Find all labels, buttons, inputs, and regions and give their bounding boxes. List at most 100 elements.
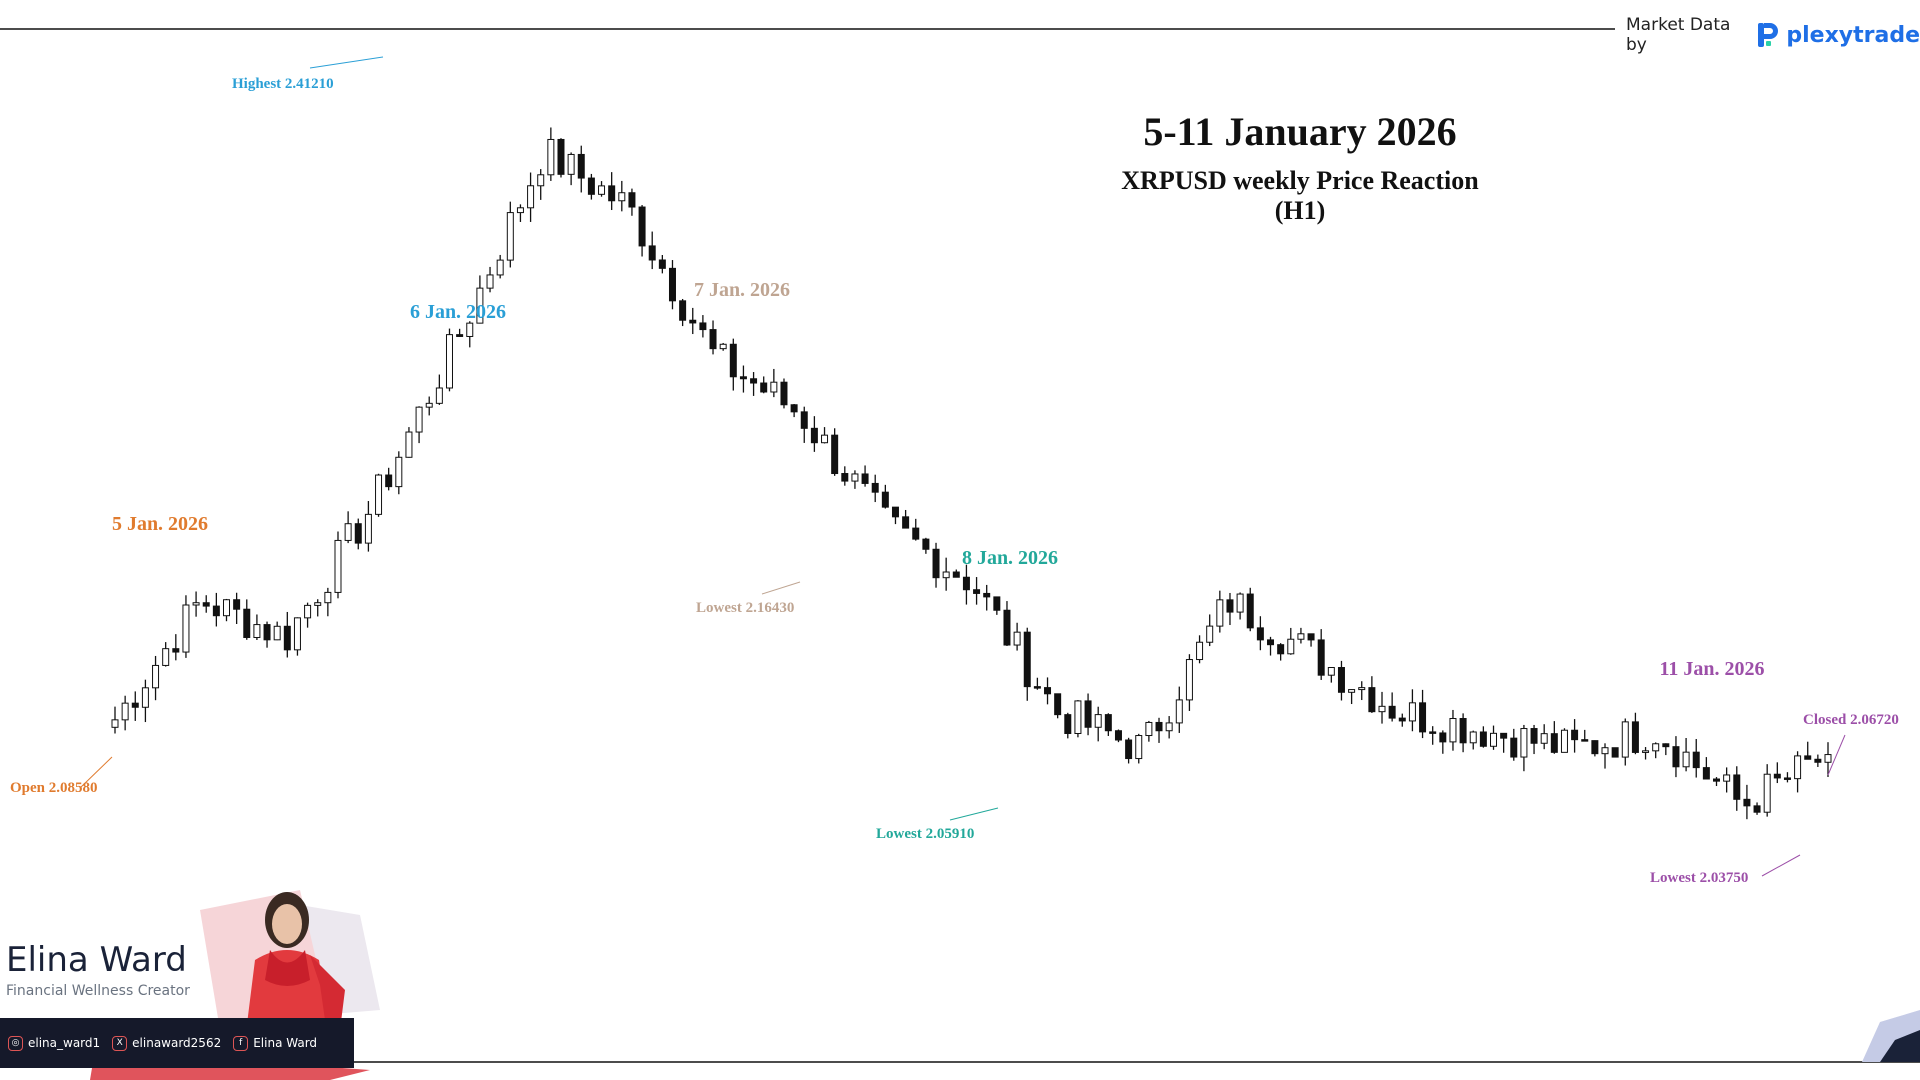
candle-bearish [1439, 732, 1447, 743]
creator-role: Financial Wellness Creator [6, 983, 190, 999]
candle-bullish [496, 259, 504, 276]
candle-bullish [192, 602, 200, 606]
candle-bullish [141, 687, 149, 708]
candle-bearish [1064, 714, 1072, 734]
plexytrade-icon [1758, 23, 1779, 47]
candle-bullish [486, 274, 494, 289]
candle-bearish [1550, 733, 1558, 753]
plexytrade-wordmark: plexytrade [1786, 22, 1920, 48]
candle-bullish [506, 212, 514, 261]
annotation-leader [1761, 854, 1801, 877]
market-data-label: Market Data by [1626, 15, 1731, 55]
candle-bullish [1206, 625, 1214, 643]
candle-bearish [1307, 633, 1315, 641]
candle-bullish [527, 185, 535, 209]
creator-portrait [245, 892, 345, 1040]
candle-bearish [1368, 687, 1376, 713]
candle-bearish [243, 608, 251, 638]
candle-bullish [1175, 699, 1183, 724]
candle-bullish [618, 192, 626, 202]
candle-bearish [1459, 718, 1467, 744]
candle-bullish [537, 174, 545, 187]
candle-bullish [273, 625, 281, 641]
candle-bearish [709, 329, 717, 350]
candle-bullish [1642, 750, 1650, 753]
candle-bearish [760, 382, 768, 393]
creator-card [0, 860, 400, 1080]
candle-bullish [1185, 659, 1193, 701]
candle-bearish [354, 523, 362, 544]
candle-bearish [1692, 751, 1700, 769]
candle-bullish [152, 664, 160, 689]
candle-bearish [172, 648, 180, 653]
candle-bearish [993, 596, 1001, 611]
candle-bearish [202, 602, 210, 607]
candle-bullish [547, 138, 555, 176]
candle-bearish [861, 473, 869, 484]
candle-bullish [851, 473, 859, 482]
market-data-brand: Market Data by plexytrade [1626, 15, 1920, 55]
candle-bullish [1013, 631, 1021, 646]
candle-bearish [790, 404, 798, 413]
candle-bearish [780, 381, 788, 406]
candle-bullish [598, 185, 606, 195]
candle-bullish [1490, 732, 1498, 747]
annotation-leader [761, 581, 801, 595]
candle-bearish [131, 702, 139, 708]
candle-bullish [1560, 729, 1568, 753]
candle-bearish [648, 245, 656, 261]
facebook-link[interactable]: f Elina Ward [233, 1035, 318, 1051]
instagram-handle: elina_ward1 [28, 1036, 101, 1050]
day-label: 7 Jan. 2026 [694, 279, 790, 301]
candle-bullish [162, 648, 170, 666]
candle-bearish [1672, 746, 1680, 768]
candle-bullish [364, 513, 372, 544]
candle-bullish [1408, 702, 1416, 722]
candle-bullish [405, 431, 413, 458]
candle-bearish [932, 548, 940, 579]
candle-bearish [1479, 731, 1487, 747]
annotation-label: Open 2.08580 [10, 780, 98, 796]
candle-bearish [1246, 593, 1254, 629]
candle-bearish [750, 378, 758, 384]
candle-bearish [658, 259, 666, 269]
candle-bearish [1337, 667, 1345, 693]
candle-bullish [375, 474, 383, 515]
candle-bearish [1398, 717, 1406, 722]
facebook-icon: f [233, 1035, 249, 1051]
candle-bullish [1287, 638, 1295, 655]
candle-bearish [1317, 639, 1325, 676]
chart-subtitle: XRPUSD weekly Price Reaction (H1) [1121, 166, 1479, 225]
candle-bullish [476, 287, 484, 324]
corner-decoration-dark [1880, 1030, 1920, 1062]
candle-bearish [1530, 728, 1538, 744]
candle-bearish [1226, 599, 1234, 613]
candle-bearish [1033, 686, 1041, 689]
candle-bearish [841, 473, 849, 482]
candle-bullish [1601, 747, 1609, 755]
candle-bullish [182, 604, 190, 653]
candle-bearish [902, 516, 910, 529]
instagram-link[interactable]: ◎ elina_ward1 [8, 1035, 101, 1051]
candle-bearish [1753, 805, 1761, 813]
candle-bearish [456, 334, 464, 337]
candle-bearish [1388, 705, 1396, 719]
annotation-leader [1827, 734, 1846, 776]
candle-bearish [1804, 755, 1812, 760]
candle-bullish [121, 702, 129, 721]
candle-bullish [1763, 773, 1771, 813]
candle-bullish [1794, 755, 1802, 780]
candle-bearish [1510, 737, 1518, 758]
candle-bullish [253, 624, 261, 638]
candle-bullish [1327, 667, 1335, 676]
x-link[interactable]: X elinaward2562 [112, 1035, 221, 1051]
facebook-handle: Elina Ward [253, 1036, 318, 1050]
candle-bearish [1429, 731, 1437, 734]
candle-bullish [415, 406, 423, 433]
candle-bearish [638, 206, 646, 247]
candle-bearish [699, 322, 707, 331]
annotations-group: Open 2.08580 Highest 2.41210 Lowest 2.1643… [10, 56, 1899, 886]
candle-bullish [1216, 599, 1224, 627]
candle-bearish [912, 527, 920, 540]
annotation-label: Lowest 2.05910 [876, 826, 974, 842]
